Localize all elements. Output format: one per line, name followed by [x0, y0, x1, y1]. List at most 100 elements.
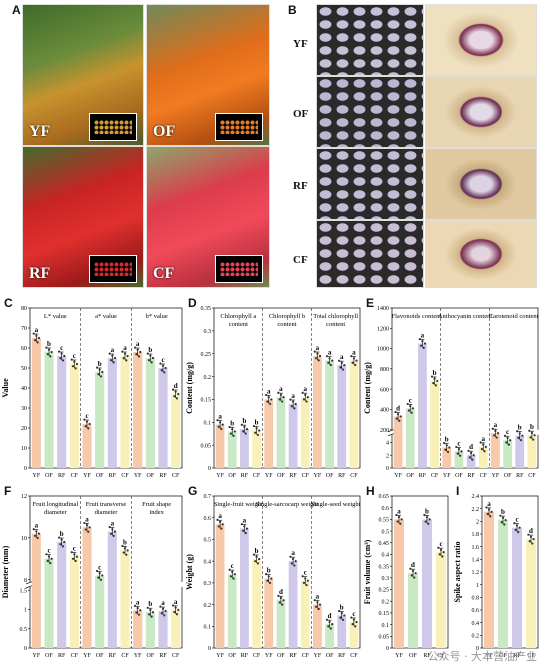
photo-label-cf: CF: [153, 265, 175, 282]
significance-letter: d: [174, 382, 178, 390]
data-point: [506, 436, 509, 440]
bar-cf: [252, 430, 261, 468]
x-tick-label: RF: [289, 473, 297, 479]
x-tick-label: RF: [58, 653, 66, 659]
group-title: Flavonoids content: [392, 313, 442, 320]
group-title: content: [229, 321, 248, 328]
y-tick-label: 0.55: [379, 518, 390, 524]
data-point: [278, 398, 281, 401]
data-point: [304, 577, 307, 580]
y-tick-label: 0.05: [379, 635, 390, 641]
data-point: [71, 365, 75, 368]
x-tick-label: YF: [395, 653, 403, 659]
y-tick-label: 0: [386, 466, 389, 472]
data-point: [135, 353, 138, 356]
data-point: [75, 555, 79, 558]
x-tick-label: CF: [253, 473, 261, 479]
seed-section-yf: [425, 4, 537, 76]
data-point: [509, 439, 512, 442]
group-title: Chlorophyll a: [220, 313, 256, 320]
data-point: [137, 613, 141, 616]
bar-cf: [120, 550, 130, 648]
data-point: [75, 362, 79, 366]
plot-frame: [213, 495, 361, 649]
data-point: [528, 429, 531, 432]
x-tick-label: RF: [159, 473, 167, 479]
x-tick-label: OF: [228, 473, 236, 479]
data-point: [529, 535, 533, 538]
data-point: [258, 557, 261, 561]
x-tick-label: CF: [172, 653, 180, 659]
data-point: [533, 434, 536, 437]
chart-svg-e: 0 2 4 200 400 600 800 1000 1200 1400 Content (mg/g…: [363, 306, 539, 479]
data-point: [216, 518, 219, 521]
y-tick-label: 0: [386, 646, 389, 652]
bar-of: [407, 573, 419, 648]
data-point: [294, 402, 297, 406]
data-point: [46, 353, 49, 356]
data-point: [98, 572, 101, 575]
panel-letter-a: A: [12, 3, 21, 17]
chart-svg-h: 0 0.05 0.1 0.15 0.2 0.25 0.3 0.35 0.4 0.45 0.5 0.55…: [363, 494, 449, 659]
significance-letter: a: [316, 593, 320, 601]
y-tick-label: 1.8: [472, 532, 480, 538]
data-point: [446, 450, 450, 454]
data-point: [50, 557, 53, 560]
data-point: [302, 398, 306, 401]
y-tick-label: 1.2: [472, 570, 480, 576]
data-point: [49, 355, 52, 358]
data-point: [228, 568, 231, 571]
significance-letter: d: [396, 404, 400, 412]
plot-frame: [29, 495, 183, 649]
x-tick-label: RF: [289, 653, 297, 659]
data-point: [279, 393, 283, 397]
y-tick-label: 0.6: [204, 516, 212, 522]
data-point: [50, 350, 53, 354]
data-point: [411, 569, 415, 573]
y-tick-label: 0.2: [472, 634, 480, 640]
data-point: [63, 354, 66, 358]
bar-yf: [82, 424, 92, 468]
significance-letter: c: [98, 563, 101, 571]
group-title: Single-sarcocarp weight: [256, 501, 319, 508]
chart-svg-g: 0 0.1 0.2 0.3 0.4 0.5 0.6 0.7 Weight (g) Single-f…: [185, 494, 361, 659]
data-point: [480, 447, 484, 451]
data-point: [47, 555, 51, 558]
significance-letter: b: [242, 417, 246, 425]
significance-letter: a: [267, 387, 271, 395]
data-point: [87, 530, 90, 533]
data-point: [395, 513, 398, 517]
data-point: [137, 355, 141, 358]
data-point: [531, 542, 534, 545]
data-point: [163, 371, 166, 374]
data-point: [315, 357, 318, 360]
data-point: [423, 342, 427, 345]
bar-yf: [82, 527, 92, 648]
data-point: [483, 450, 486, 453]
bar-of: [227, 431, 237, 468]
data-point: [221, 523, 224, 526]
data-point: [243, 525, 246, 528]
panel-letter-b: B: [288, 3, 297, 17]
data-point: [228, 425, 231, 429]
y-tick-label: 1: [476, 583, 479, 589]
data-point: [442, 551, 445, 554]
data-point: [267, 575, 270, 578]
data-point: [97, 576, 100, 579]
data-point: [313, 599, 316, 602]
photo-label-rf: RF: [29, 265, 51, 282]
data-point: [329, 627, 332, 630]
significance-letter: a: [291, 549, 295, 557]
y-tick-label: 4: [386, 441, 389, 447]
data-point: [289, 398, 292, 401]
y-tick-label: 2.4: [472, 494, 480, 500]
data-point: [252, 425, 256, 428]
data-point: [421, 340, 424, 343]
bar-yf: [491, 433, 500, 468]
panel-letter-h: H: [366, 484, 375, 498]
data-point: [457, 448, 461, 451]
x-tick-label: RF: [159, 653, 167, 659]
group-title: content: [326, 321, 345, 328]
x-tick-label: YF: [216, 653, 224, 659]
data-point: [339, 366, 342, 369]
